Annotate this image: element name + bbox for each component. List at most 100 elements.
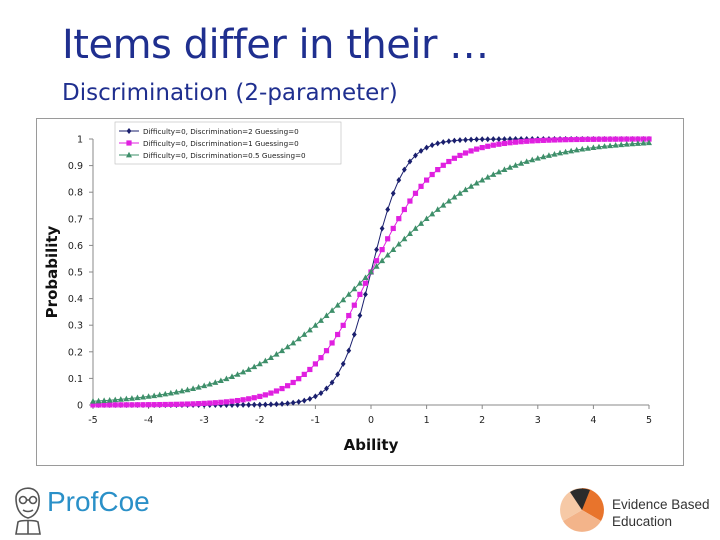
series-3-point (595, 143, 602, 150)
series-3-point (484, 174, 491, 180)
series-3-point (117, 396, 124, 402)
series-3-point (373, 263, 380, 269)
series-2-point (601, 136, 608, 142)
series-2-point (340, 322, 346, 328)
slide-title: Items differ in their … (62, 22, 489, 68)
series-3-point (462, 186, 469, 193)
series-3-point (434, 206, 441, 212)
series-2-point (401, 206, 407, 213)
series-1-point (490, 136, 496, 143)
series-1-point (496, 136, 502, 143)
series-3-point (551, 150, 558, 157)
series-1-point (446, 138, 452, 145)
series-1-point (474, 136, 480, 143)
series-3-point (362, 274, 369, 281)
series-3-point (156, 391, 163, 398)
series-2-point (640, 136, 647, 142)
ebe-line-1: Evidence Based (612, 497, 710, 512)
series-3-point (418, 220, 425, 226)
series-1-point (457, 137, 463, 144)
series-1-point (407, 158, 413, 165)
series-3-point (395, 240, 402, 247)
series-3-point (579, 145, 586, 152)
series-3-point (618, 141, 625, 148)
series-2-point (613, 136, 619, 142)
series-2-point (529, 138, 535, 144)
series-1-point (307, 395, 313, 402)
series-3-point (173, 388, 180, 395)
series-2-point (607, 136, 613, 142)
series-1-point (335, 371, 341, 378)
series-2-point (329, 340, 335, 346)
series-2-point (390, 225, 396, 232)
y-axis-label: Probability (43, 225, 61, 318)
series-3-point (412, 225, 419, 231)
series-2-point (412, 190, 419, 196)
series-2-point (346, 312, 352, 319)
irt-curve-chart: 0 0.1 0.2 0.3 0.4 0.5 0.6 0.7 0.8 0.9 1 -5 -4 -3 -2 -1 0… (43, 121, 652, 454)
y-tick-label: 0.3 (68, 321, 83, 332)
series-2-point (496, 141, 502, 147)
series-2-point (240, 397, 246, 403)
series-2-point (262, 392, 268, 398)
series-2-point (90, 402, 96, 408)
series-2-point (474, 146, 480, 152)
series-2-point (168, 401, 174, 408)
series-3-point (479, 176, 486, 183)
legend-box (114, 121, 342, 165)
series-2-point (196, 401, 202, 407)
series-3-point (223, 375, 230, 382)
series-2-point (179, 401, 185, 407)
y-tick-label: 0.2 (68, 347, 83, 358)
series-2-point (618, 136, 624, 142)
series-3-point (167, 389, 174, 396)
series-3-point (312, 322, 319, 328)
series-1-point (385, 206, 391, 213)
series-1-point (435, 140, 441, 147)
series-3-point (490, 171, 497, 177)
series-3-point (523, 158, 530, 164)
series-3-point (90, 398, 96, 404)
series-3-point (634, 140, 641, 146)
series-2-point (596, 136, 602, 142)
series-1-point (262, 401, 268, 408)
series-2-point (418, 183, 424, 189)
series-3-point (584, 145, 591, 151)
series-1-point (329, 379, 335, 386)
series-2-point (468, 148, 474, 154)
series-1-point (235, 401, 240, 408)
series-3-point (545, 152, 552, 158)
series-3-point (623, 141, 630, 147)
series-3-point (568, 147, 575, 154)
series-2-point (557, 137, 563, 143)
series-3-point (340, 296, 347, 303)
series-1-point (313, 393, 318, 400)
series-3-point (406, 230, 413, 236)
series-3-point (323, 312, 330, 318)
chart-frame: 0 0.1 0.2 0.3 0.4 0.5 0.6 0.7 0.8 0.9 1 -5 -4 -3 -2 -1 0… (36, 118, 684, 466)
series-2-point (579, 136, 585, 143)
series-2-point (251, 395, 257, 401)
series-1-point (346, 347, 352, 354)
series-3-point (123, 395, 130, 402)
x-tick-label: -1 (311, 415, 320, 426)
y-tick-label: 0.9 (68, 161, 83, 172)
x-tick-label: 3 (535, 415, 541, 426)
series-3-point (284, 343, 291, 350)
series-2-point (446, 158, 452, 165)
series-3-point (573, 146, 580, 153)
x-tick-label: 4 (590, 415, 596, 426)
series-3-point (267, 354, 274, 361)
series-2-point (301, 371, 307, 377)
series-3-point (273, 351, 280, 357)
y-tick-label: 0.4 (68, 294, 83, 305)
series-1-point (357, 312, 363, 319)
profcoe-logo-text: ProfCoe (47, 486, 150, 517)
series-2-point (585, 136, 591, 142)
series-3-point (251, 363, 258, 370)
series-1-point (429, 142, 435, 149)
series-3-point (212, 379, 219, 385)
series-3-point (145, 393, 152, 399)
series-2-point (123, 402, 129, 408)
series-2-point (635, 136, 641, 142)
